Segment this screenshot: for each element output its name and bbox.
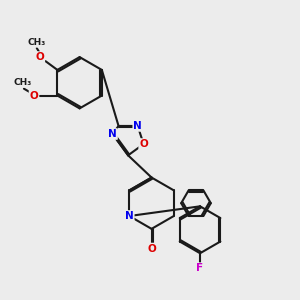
- Text: N: N: [108, 129, 117, 139]
- Text: F: F: [196, 263, 204, 273]
- Text: O: O: [35, 52, 44, 62]
- Text: CH₃: CH₃: [13, 78, 32, 87]
- Text: N: N: [133, 121, 142, 131]
- Text: O: O: [147, 244, 156, 254]
- Text: N: N: [125, 211, 134, 221]
- Text: O: O: [139, 139, 148, 149]
- Text: O: O: [29, 91, 38, 100]
- Text: CH₃: CH₃: [28, 38, 46, 47]
